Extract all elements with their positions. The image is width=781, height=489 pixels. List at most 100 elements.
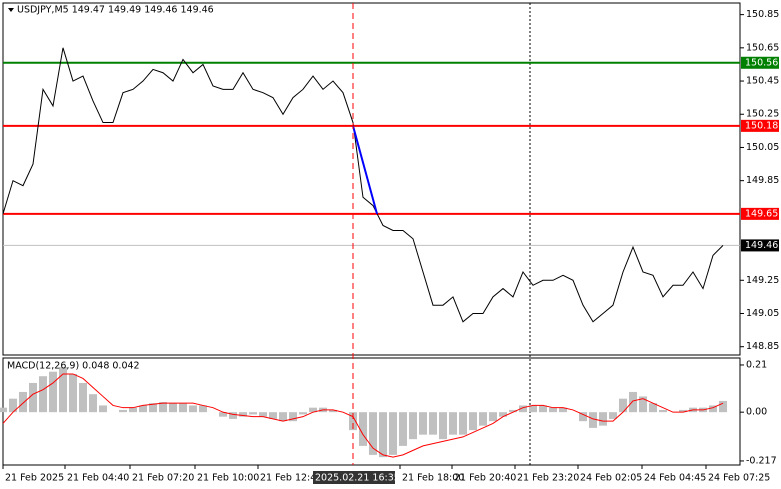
histogram-bar bbox=[529, 405, 537, 413]
level-box bbox=[741, 207, 779, 220]
histogram-bar bbox=[629, 391, 637, 413]
histogram-bar bbox=[19, 391, 27, 413]
x-tick-label: 21 Feb 23:20 bbox=[517, 473, 579, 484]
histogram-bar bbox=[549, 407, 557, 413]
price-line bbox=[2, 47, 724, 323]
histogram-bar bbox=[609, 412, 617, 419]
histogram-bar bbox=[389, 412, 397, 455]
y-tick-label: 149.25 bbox=[746, 275, 779, 286]
histogram-bar bbox=[469, 412, 477, 431]
histogram-bar bbox=[459, 412, 467, 435]
histogram-bar bbox=[0, 407, 7, 413]
price-pane bbox=[2, 2, 741, 356]
histogram-bar bbox=[479, 412, 487, 426]
histogram-bar bbox=[489, 412, 497, 422]
histogram-bar bbox=[139, 405, 147, 413]
last-price-label: 149.46 bbox=[745, 240, 778, 251]
trendline bbox=[352, 125, 378, 215]
histogram-bar bbox=[579, 412, 587, 422]
cursor-label: 2025.02.21 16:35 bbox=[315, 473, 400, 484]
y-tick-label: 149.05 bbox=[746, 308, 779, 319]
histogram-bar bbox=[59, 367, 67, 413]
histogram-bar bbox=[259, 412, 267, 417]
histogram-bar bbox=[679, 409, 687, 413]
histogram-bar bbox=[39, 376, 47, 413]
plot-layer bbox=[0, 3, 740, 465]
histogram-bar bbox=[159, 402, 167, 413]
histogram-bar bbox=[299, 412, 307, 415]
x-tick-label: 24 Feb 07:25 bbox=[708, 473, 770, 484]
histogram-bar bbox=[229, 412, 237, 419]
x-tick-label: 21 Feb 2025 bbox=[5, 473, 64, 484]
x-tick-label: 21 Feb 04:40 bbox=[67, 473, 129, 484]
menu-triangle bbox=[8, 8, 14, 12]
histogram-bar bbox=[79, 382, 87, 413]
macd-title: MACD(12,26,9) 0.048 0.042 bbox=[7, 361, 140, 372]
histogram-bar bbox=[249, 412, 257, 415]
y-tick-label: 148.85 bbox=[746, 341, 779, 352]
histogram-bar bbox=[659, 409, 667, 413]
y-tick-label: 150.05 bbox=[746, 142, 779, 153]
histogram-bar bbox=[279, 412, 287, 422]
histogram-bar bbox=[29, 382, 37, 413]
histogram-bar bbox=[119, 409, 127, 413]
histogram-bar bbox=[129, 407, 137, 413]
histogram-bar bbox=[49, 371, 57, 413]
signal-line bbox=[2, 373, 724, 458]
histogram-bar bbox=[359, 412, 367, 446]
histogram-bar bbox=[99, 405, 107, 413]
histogram-bar bbox=[169, 403, 177, 413]
level-label: 149.65 bbox=[745, 208, 778, 219]
histogram-bar bbox=[439, 412, 447, 440]
x-tick-label: 21 Feb 18:00 bbox=[402, 473, 464, 484]
histogram-bar bbox=[519, 405, 527, 413]
y-tick-label: 0.00 bbox=[746, 407, 767, 418]
x-tick-label: 24 Feb 04:45 bbox=[644, 473, 706, 484]
histogram-bar bbox=[619, 398, 627, 413]
level-box bbox=[741, 119, 779, 132]
x-tick-label: 24 Feb 02:05 bbox=[580, 473, 642, 484]
histogram-bar bbox=[419, 412, 427, 435]
histogram-bar bbox=[399, 412, 407, 446]
x-tick-label: 21 Feb 10:00 bbox=[197, 473, 259, 484]
histogram-bar bbox=[429, 412, 437, 435]
y-tick-label: 0.21 bbox=[746, 359, 767, 370]
y-tick-label: -0.217 bbox=[746, 455, 777, 466]
histogram-bar bbox=[199, 405, 207, 413]
histogram-bar bbox=[149, 403, 157, 413]
last-price-box bbox=[741, 239, 779, 252]
histogram-bar bbox=[559, 407, 567, 413]
histogram-bar bbox=[69, 373, 77, 413]
histogram-bar bbox=[379, 412, 387, 458]
y-tick-label: 150.65 bbox=[746, 42, 779, 53]
y-tick-label: 149.85 bbox=[746, 175, 779, 186]
chart-title: USDJPY,M5 149.47 149.49 149.46 149.46 bbox=[17, 5, 214, 16]
histogram-bar bbox=[179, 403, 187, 413]
histogram-bar bbox=[309, 407, 317, 413]
histogram-bar bbox=[709, 405, 717, 413]
y-tick-label: 150.85 bbox=[746, 9, 779, 20]
histogram-bar bbox=[499, 412, 507, 417]
level-box bbox=[741, 56, 779, 69]
histogram-bar bbox=[269, 412, 277, 419]
histogram-bar bbox=[219, 412, 227, 417]
histogram-bar bbox=[349, 412, 357, 431]
histogram-bar bbox=[289, 412, 297, 422]
histogram-bar bbox=[449, 412, 457, 435]
histogram-bar bbox=[539, 405, 547, 413]
y-tick-label: 150.45 bbox=[746, 76, 779, 87]
histogram-bar bbox=[649, 403, 657, 413]
x-tick-label: 21 Feb 07:20 bbox=[132, 473, 194, 484]
level-label: 150.18 bbox=[745, 120, 778, 131]
y-tick-label: 150.25 bbox=[746, 109, 779, 120]
histogram-bar bbox=[589, 412, 597, 428]
histogram-bar bbox=[239, 412, 247, 417]
x-tick-label: 21 Feb 20:40 bbox=[454, 473, 516, 484]
level-label: 150.56 bbox=[745, 57, 778, 68]
histogram-bar bbox=[599, 412, 607, 426]
histogram-bar bbox=[639, 396, 647, 413]
histogram-bar bbox=[89, 394, 97, 413]
histogram-bar bbox=[409, 412, 417, 440]
cursor-box bbox=[313, 471, 395, 484]
histogram-bar bbox=[329, 409, 337, 413]
